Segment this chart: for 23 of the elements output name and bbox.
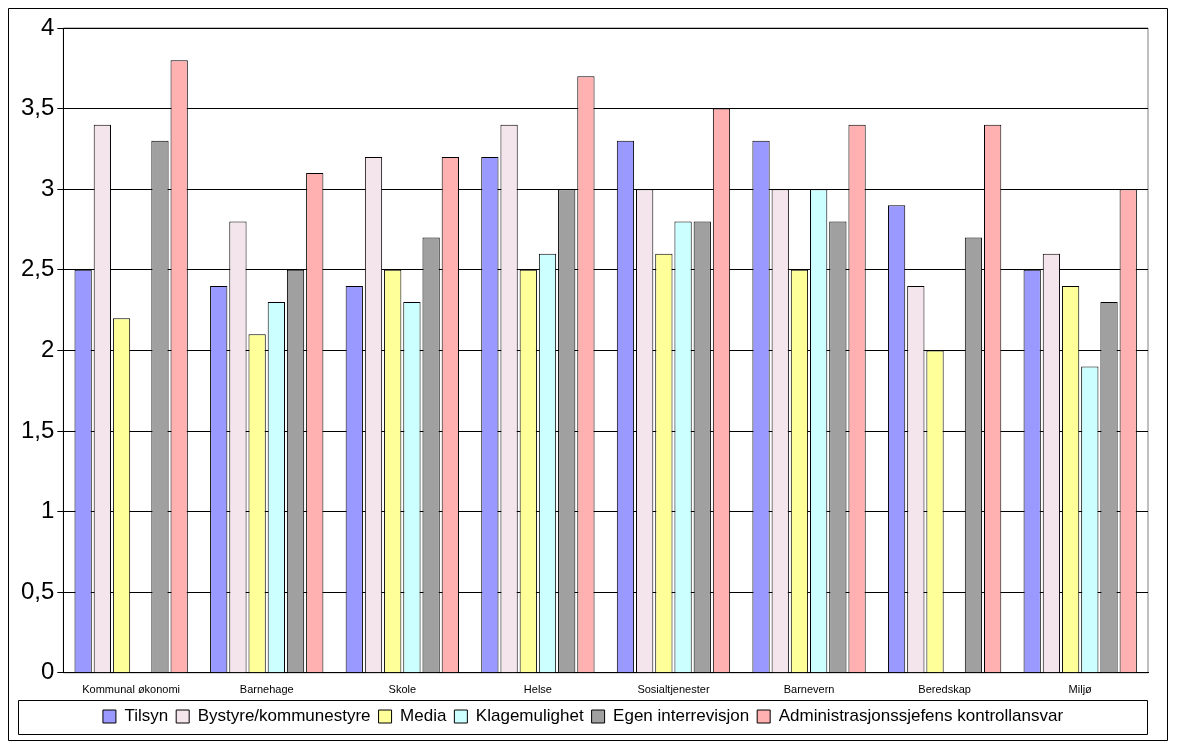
y-tick-label: 4	[41, 12, 55, 40]
y-tick-label: 3	[41, 173, 55, 201]
y-tick-label: 1,5	[20, 415, 55, 443]
x-tick-label: Barnevern	[783, 683, 835, 696]
legend-label: Bystyre/kommunestyre	[197, 706, 371, 726]
y-tick-label: 2,5	[20, 254, 55, 282]
y-tick-label: 3,5	[20, 93, 55, 121]
x-tick-label: Miljø	[1068, 683, 1093, 696]
x-tick-label: Skole	[388, 683, 417, 696]
x-tick-label: Helse	[523, 683, 552, 696]
y-tick-label: 0	[41, 657, 55, 685]
y-tick-label: 0,5	[20, 576, 55, 604]
y-tick-label: 2	[41, 335, 55, 363]
legend-label: Klagemulighet	[475, 706, 584, 726]
x-tick-label: Beredskap	[918, 683, 971, 696]
x-tick-label: Kommunal økonomi	[82, 683, 181, 696]
legend-label: Administrasjonssjefens kontrollansvar	[778, 706, 1064, 726]
x-tick-label: Sosialtjenester	[637, 683, 710, 696]
y-tick-label: 1	[41, 496, 55, 524]
legend-label: Tilsyn	[124, 706, 169, 726]
legend-label: Egen interrevisjon	[613, 706, 750, 726]
x-tick-label: Barnehage	[239, 683, 294, 696]
legend-label: Media	[400, 706, 447, 726]
